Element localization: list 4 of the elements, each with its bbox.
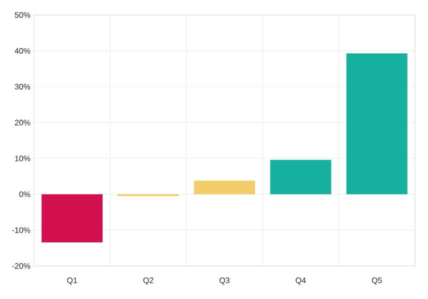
bar <box>270 160 332 194</box>
bar <box>42 194 103 242</box>
bar <box>194 180 255 194</box>
bar <box>346 53 408 194</box>
